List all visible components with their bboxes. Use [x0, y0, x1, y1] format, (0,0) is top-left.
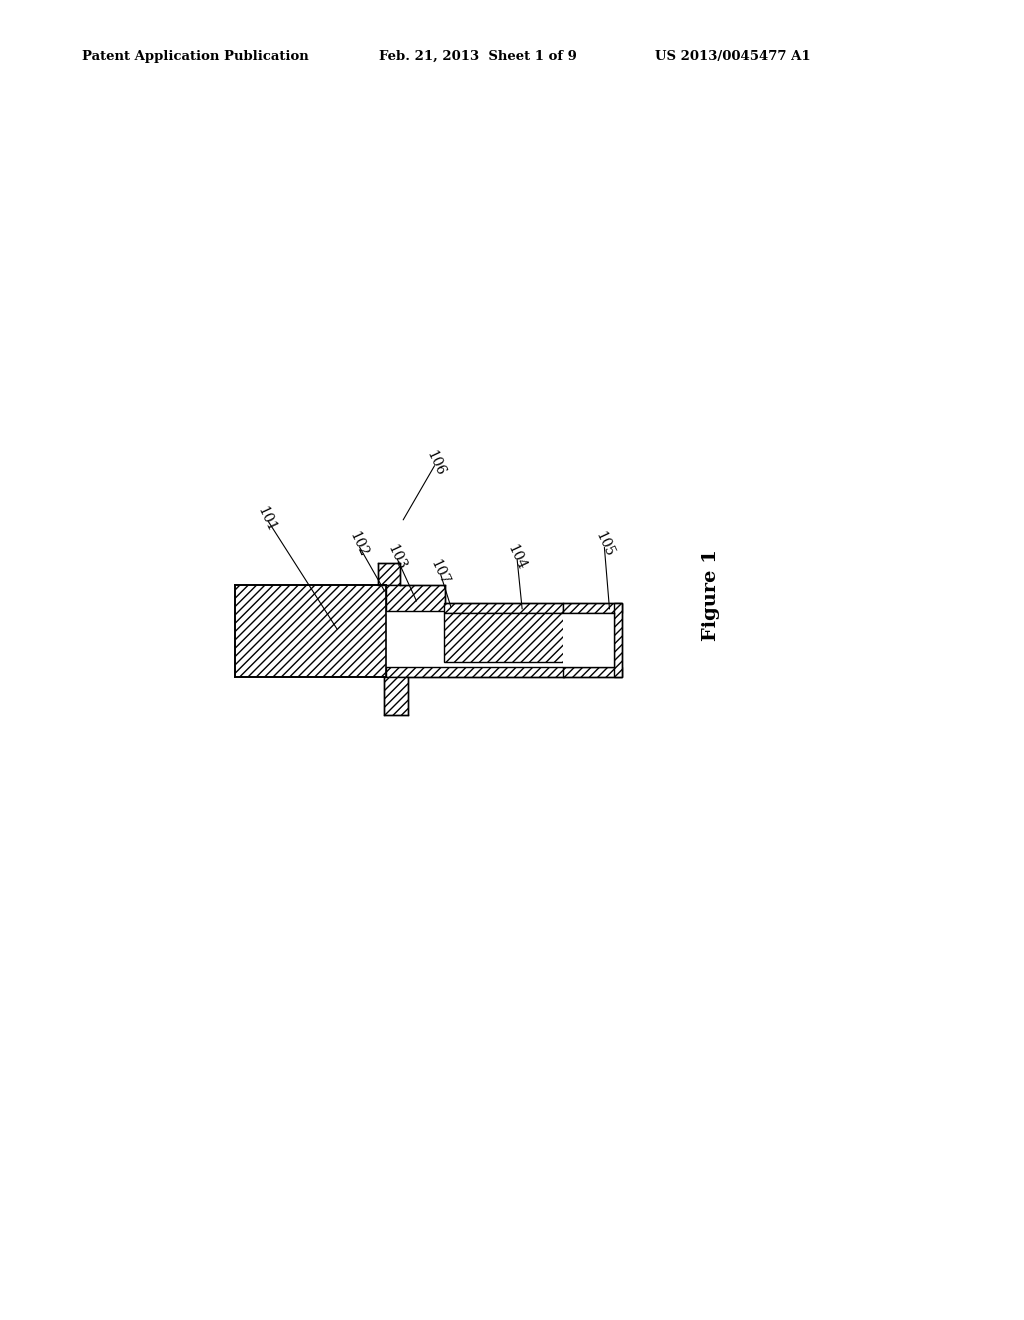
Text: 101: 101 [255, 504, 279, 535]
Bar [443, 602, 563, 612]
Bar [378, 562, 400, 585]
Bar [384, 677, 409, 715]
Text: Patent Application Publication: Patent Application Publication [82, 50, 308, 63]
Bar [386, 667, 564, 677]
Bar [236, 585, 386, 677]
Text: 106: 106 [424, 449, 447, 478]
Bar [386, 585, 445, 611]
Bar [563, 667, 623, 677]
Text: Feb. 21, 2013  Sheet 1 of 9: Feb. 21, 2013 Sheet 1 of 9 [379, 50, 577, 63]
Bar [443, 612, 564, 661]
Bar [563, 602, 623, 612]
Text: US 2013/0045477 A1: US 2013/0045477 A1 [655, 50, 811, 63]
Text: 104: 104 [505, 543, 528, 572]
Text: 103: 103 [384, 543, 409, 572]
Text: 107: 107 [428, 557, 452, 587]
Text: 102: 102 [346, 529, 370, 560]
Bar [614, 602, 623, 677]
Text: Figure 1: Figure 1 [702, 549, 720, 642]
Bar [563, 612, 614, 667]
Text: 105: 105 [592, 529, 616, 560]
